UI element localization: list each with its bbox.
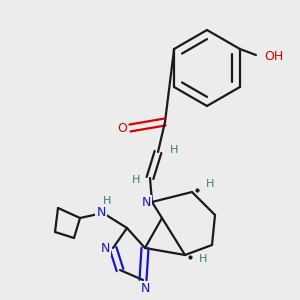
Text: H: H [206, 179, 214, 189]
Text: N: N [140, 281, 150, 295]
Text: H: H [170, 145, 178, 155]
Text: O: O [117, 122, 127, 134]
Text: H: H [103, 196, 111, 206]
Text: H: H [199, 254, 207, 264]
Text: N: N [141, 196, 151, 208]
Text: N: N [96, 206, 106, 220]
Text: H: H [132, 175, 140, 185]
Text: OH: OH [264, 50, 283, 64]
Text: N: N [100, 242, 110, 254]
